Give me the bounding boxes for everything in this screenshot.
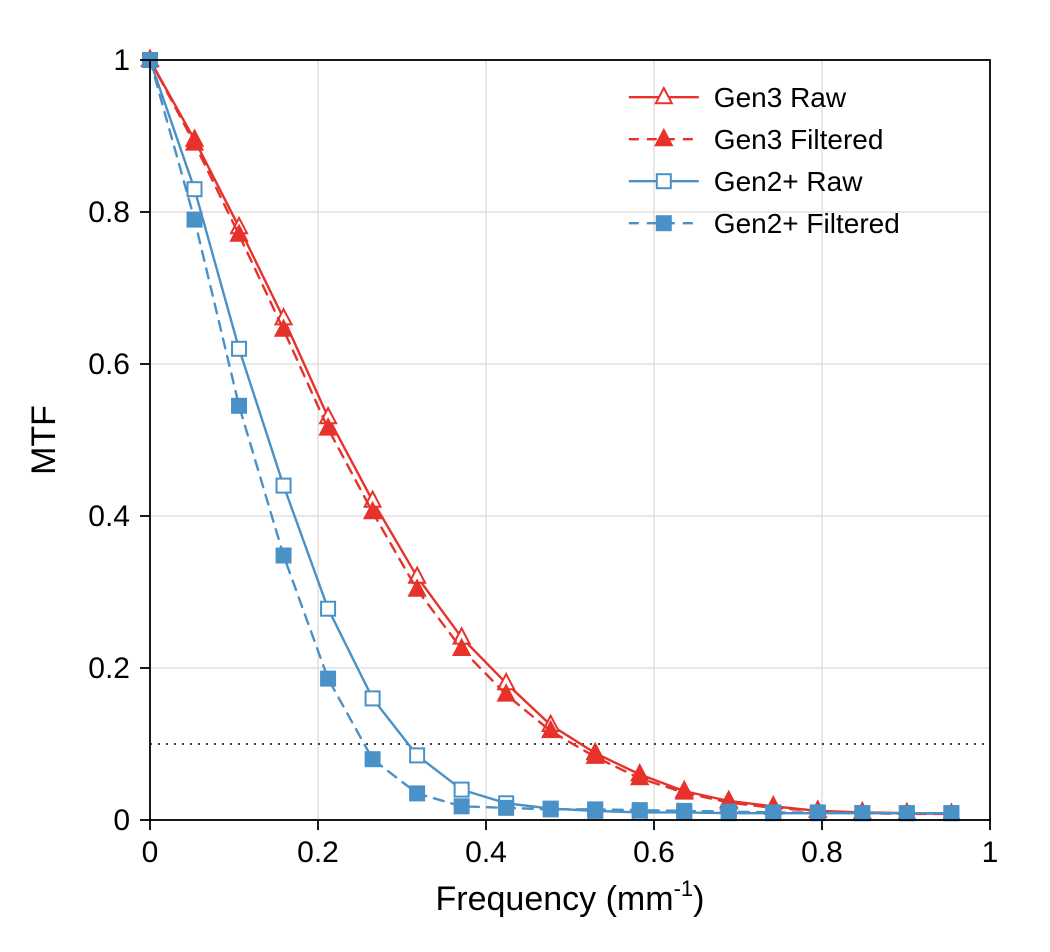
legend-item-label: Gen3 Filtered xyxy=(714,124,884,155)
svg-text:1: 1 xyxy=(113,44,130,77)
svg-text:0.2: 0.2 xyxy=(88,652,130,685)
chart-svg: 0 0.2 0.4 0.6 0.8 1 0 0.2 0.4 0.6 0.8 1 Frequency (m… xyxy=(0,0,1050,952)
svg-text:0.2: 0.2 xyxy=(297,836,339,869)
svg-text:0: 0 xyxy=(142,836,159,869)
legend-item-label: Gen3 Raw xyxy=(714,82,847,113)
svg-text:0.4: 0.4 xyxy=(465,836,507,869)
svg-text:0: 0 xyxy=(113,804,130,837)
svg-text:0.6: 0.6 xyxy=(633,836,675,869)
svg-text:0.8: 0.8 xyxy=(801,836,843,869)
legend-item-label: Gen2+ Raw xyxy=(714,166,863,197)
x-axis-label: Frequency (mm-1) xyxy=(436,876,705,918)
svg-text:0.6: 0.6 xyxy=(88,348,130,381)
svg-text:1: 1 xyxy=(982,836,999,869)
legend-item-label: Gen2+ Filtered xyxy=(714,208,900,239)
svg-text:0.8: 0.8 xyxy=(88,196,130,229)
mtf-chart: 0 0.2 0.4 0.6 0.8 1 0 0.2 0.4 0.6 0.8 1 Frequency (m… xyxy=(0,0,1050,952)
svg-text:0.4: 0.4 xyxy=(88,500,130,533)
y-axis-label: MTF xyxy=(25,405,63,475)
